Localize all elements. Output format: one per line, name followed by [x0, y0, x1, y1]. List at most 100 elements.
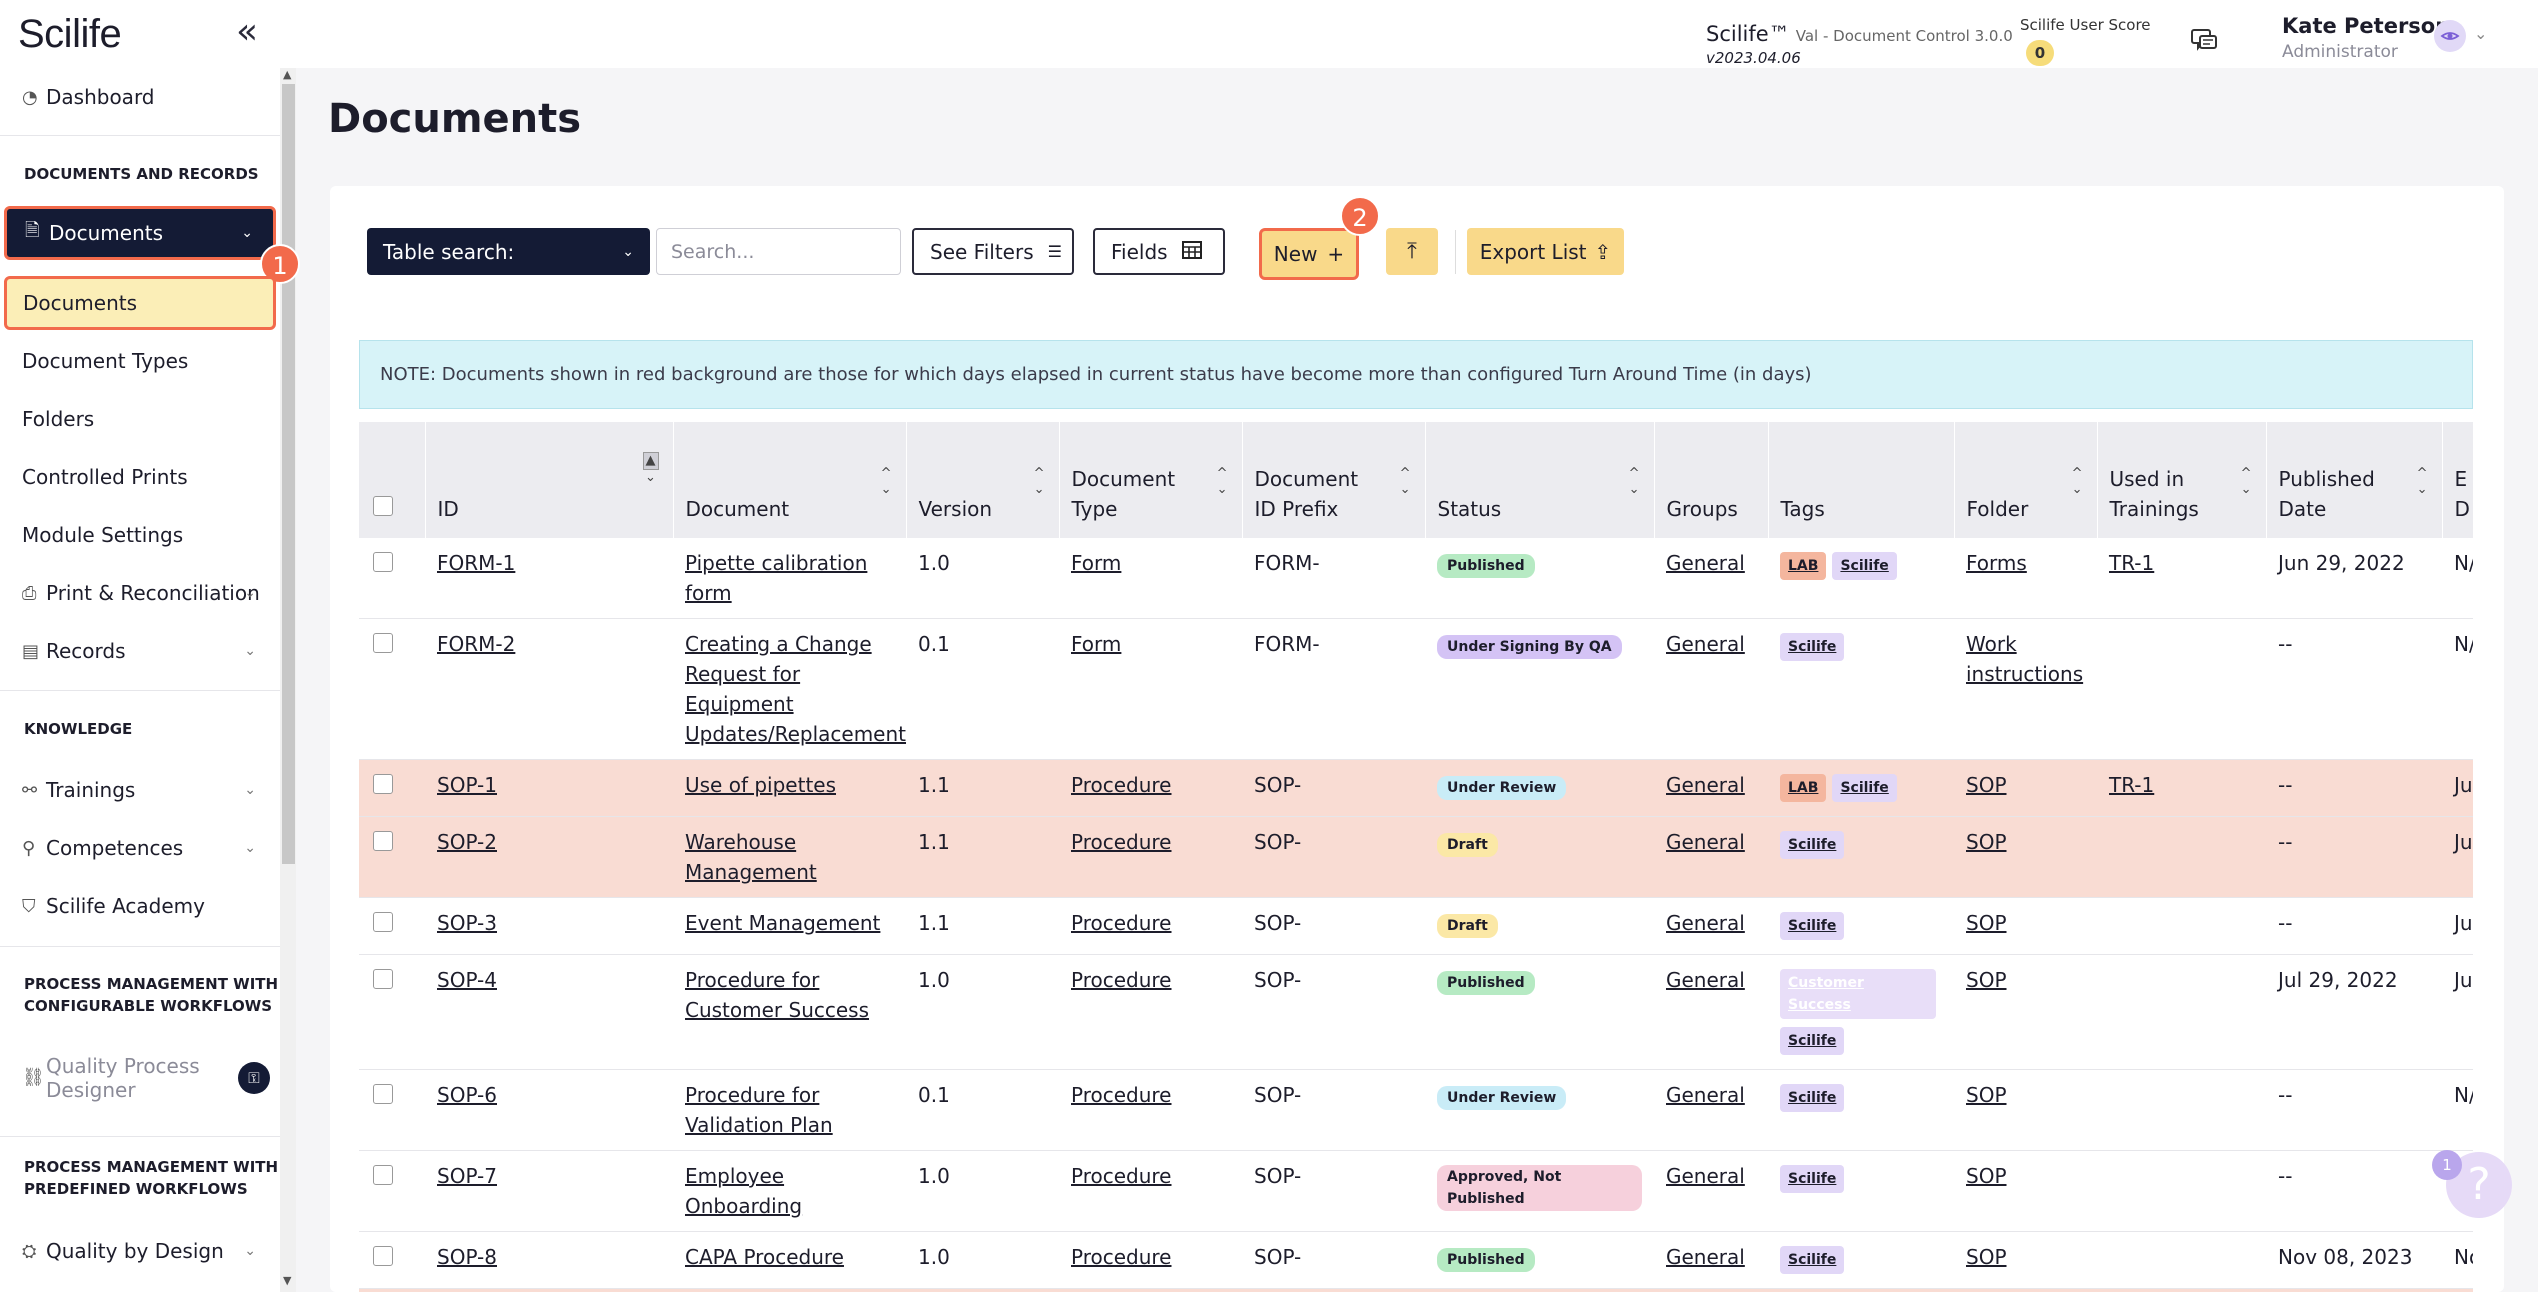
tag-scilife[interactable]: Scilife [1780, 1027, 1845, 1055]
training-link[interactable]: TR-1 [2109, 551, 2155, 575]
sidebar-item-quality-process-designer[interactable]: ⛓ Quality Process Designer [0, 1050, 280, 1106]
folder-link[interactable]: SOP [1966, 773, 2007, 797]
sidebar-item-quality-by-design[interactable]: ⛭ Quality by Design ⌄ [0, 1222, 280, 1280]
table-row[interactable]: SOP-4 Procedure for Customer Success 1.0… [359, 954, 2473, 1070]
folder-link[interactable]: SOP [1966, 911, 2007, 935]
document-name-link[interactable]: Procedure for Customer Success [685, 968, 870, 1022]
folder-link[interactable]: SOP [1966, 1083, 2007, 1107]
row-checkbox[interactable] [373, 1165, 393, 1185]
new-document-button[interactable]: New + [1259, 228, 1359, 280]
document-id-link[interactable]: FORM-2 [437, 632, 516, 656]
group-link[interactable]: General [1666, 551, 1745, 575]
group-link[interactable]: General [1666, 1083, 1745, 1107]
column-header-document-type[interactable]: Document Type ^ ⌄ [1059, 422, 1243, 538]
row-checkbox[interactable] [373, 633, 393, 653]
column-header-status[interactable]: Status ^ ⌄ [1425, 422, 1655, 538]
table-row[interactable]: SOP-8 CAPA Procedure 1.0 Procedure SOP- … [359, 1231, 2473, 1289]
table-row[interactable]: FORM-2 Creating a Change Request for Equ… [359, 618, 2473, 760]
row-checkbox[interactable] [373, 969, 393, 989]
tag-scilife[interactable]: Scilife [1780, 1246, 1845, 1274]
document-id-link[interactable]: SOP-6 [437, 1083, 497, 1107]
table-row[interactable]: SOP-1 Use of pipettes 1.1 Procedure SOP-… [359, 759, 2473, 817]
table-row[interactable] [359, 1288, 2473, 1292]
tag-scilife[interactable]: Scilife [1780, 912, 1845, 940]
folder-link[interactable]: SOP [1966, 968, 2007, 992]
sidebar-scrollbar-thumb[interactable] [282, 84, 295, 864]
sort-icon[interactable]: ^ ⌄ [2240, 466, 2252, 497]
scroll-up-icon[interactable]: ▲ [283, 68, 292, 81]
sidebar-item-print-reconciliation[interactable]: ⎙ Print & Reconciliation ⌄ [0, 564, 280, 622]
export-list-button[interactable]: Export List ⇪ [1467, 228, 1624, 275]
row-checkbox[interactable] [373, 912, 393, 932]
document-name-link[interactable]: CAPA Procedure [685, 1245, 844, 1269]
document-name-link[interactable]: Procedure for Validation Plan [685, 1083, 833, 1137]
group-link[interactable]: General [1666, 1245, 1745, 1269]
column-header-folder[interactable]: Folder ^ ⌄ [1954, 422, 2098, 538]
document-id-link[interactable]: SOP-3 [437, 911, 497, 935]
document-name-link[interactable]: Creating a Change Request for Equipment … [685, 632, 907, 746]
document-id-link[interactable]: SOP-7 [437, 1164, 497, 1188]
sidebar-item-documents[interactable]: 🗎 Documents ⌄ [4, 206, 276, 260]
column-header-published-date[interactable]: Published Date ^ ⌄ [2266, 422, 2443, 538]
tag-scilife[interactable]: Scilife [1780, 831, 1845, 859]
fields-button[interactable]: Fields [1093, 228, 1225, 275]
sidebar-subitem-folders[interactable]: Folders [0, 390, 280, 448]
sort-icon[interactable]: ^ ⌄ [1399, 466, 1411, 497]
document-id-link[interactable]: SOP-8 [437, 1245, 497, 1269]
avatar[interactable] [2434, 20, 2466, 52]
sidebar-item-records[interactable]: ▤ Records ⌄ [0, 622, 280, 680]
group-link[interactable]: General [1666, 968, 1745, 992]
column-header-id[interactable]: ID ▲ ⌄ [425, 422, 674, 538]
column-header-version[interactable]: Version ^ ⌄ [906, 422, 1060, 538]
sort-icon[interactable]: ^ ⌄ [1033, 466, 1045, 497]
document-type-link[interactable]: Procedure [1071, 830, 1172, 854]
scilife-logo[interactable]: Scilife [18, 12, 122, 56]
document-name-link[interactable]: Employee Onboarding [685, 1164, 803, 1218]
sort-icon[interactable]: ^ ⌄ [1628, 466, 1640, 497]
column-header-used-in-trainings[interactable]: Used in Trainings ^ ⌄ [2097, 422, 2267, 538]
collapse-sidebar-icon[interactable]: « [236, 11, 259, 52]
folder-link[interactable]: SOP [1966, 1164, 2007, 1188]
scroll-down-icon[interactable]: ▼ [283, 1274, 292, 1287]
document-type-link[interactable]: Procedure [1071, 1083, 1172, 1107]
sidebar-subitem-controlled-prints[interactable]: Controlled Prints [0, 448, 280, 506]
tag-scilife[interactable]: Scilife [1832, 552, 1897, 580]
document-type-link[interactable]: Form [1071, 551, 1122, 575]
sort-icon[interactable]: ^ ⌄ [880, 466, 892, 497]
tag-scilife[interactable]: Scilife [1780, 633, 1845, 661]
tag-customer-success[interactable]: Customer Success [1780, 969, 1936, 1019]
table-search-select[interactable]: Table search: ⌄ [367, 228, 650, 275]
row-checkbox[interactable] [373, 1246, 393, 1266]
folder-link[interactable]: SOP [1966, 1245, 2007, 1269]
document-name-link[interactable]: Event Management [685, 911, 881, 935]
document-type-link[interactable]: Procedure [1071, 968, 1172, 992]
row-checkbox[interactable] [373, 774, 393, 794]
sidebar-subitem-document-types[interactable]: Document Types [0, 332, 280, 390]
select-all-checkbox[interactable] [373, 496, 393, 516]
row-checkbox[interactable] [373, 1084, 393, 1104]
folder-link[interactable]: Work instructions [1966, 632, 2084, 686]
see-filters-button[interactable]: See Filters ☰ [912, 228, 1074, 275]
sort-icon[interactable]: ^ ⌄ [1216, 466, 1228, 497]
training-link[interactable]: TR-1 [2109, 773, 2155, 797]
table-row[interactable]: SOP-6 Procedure for Validation Plan 0.1 … [359, 1069, 2473, 1151]
document-name-link[interactable]: Use of pipettes [685, 773, 837, 797]
row-checkbox[interactable] [373, 552, 393, 572]
document-id-link[interactable]: SOP-1 [437, 773, 497, 797]
sidebar-item-dashboard[interactable]: ◔ Dashboard [0, 68, 280, 126]
chat-icon[interactable] [2190, 28, 2218, 58]
sidebar-item-competences[interactable]: ⚲ Competences ⌄ [0, 819, 280, 877]
user-menu-chevron-icon[interactable]: ⌄ [2474, 24, 2488, 43]
table-row[interactable]: SOP-3 Event Management 1.1 Procedure SOP… [359, 897, 2473, 955]
group-link[interactable]: General [1666, 773, 1745, 797]
document-id-link[interactable]: SOP-2 [437, 830, 497, 854]
tag-scilife[interactable]: Scilife [1832, 774, 1897, 802]
sort-icon[interactable]: ^ ⌄ [2071, 466, 2083, 497]
document-type-link[interactable]: Procedure [1071, 1245, 1172, 1269]
user-menu[interactable]: Kate Peterson Administrator [2282, 14, 2450, 62]
folder-link[interactable]: Forms [1966, 551, 2027, 575]
column-header-document-id-prefix[interactable]: Document ID Prefix ^ ⌄ [1242, 422, 1426, 538]
sidebar-subitem-documents[interactable]: Documents [4, 276, 276, 330]
search-input[interactable] [656, 228, 901, 275]
table-row[interactable]: FORM-1 Pipette calibration form 1.0 Form… [359, 538, 2473, 619]
